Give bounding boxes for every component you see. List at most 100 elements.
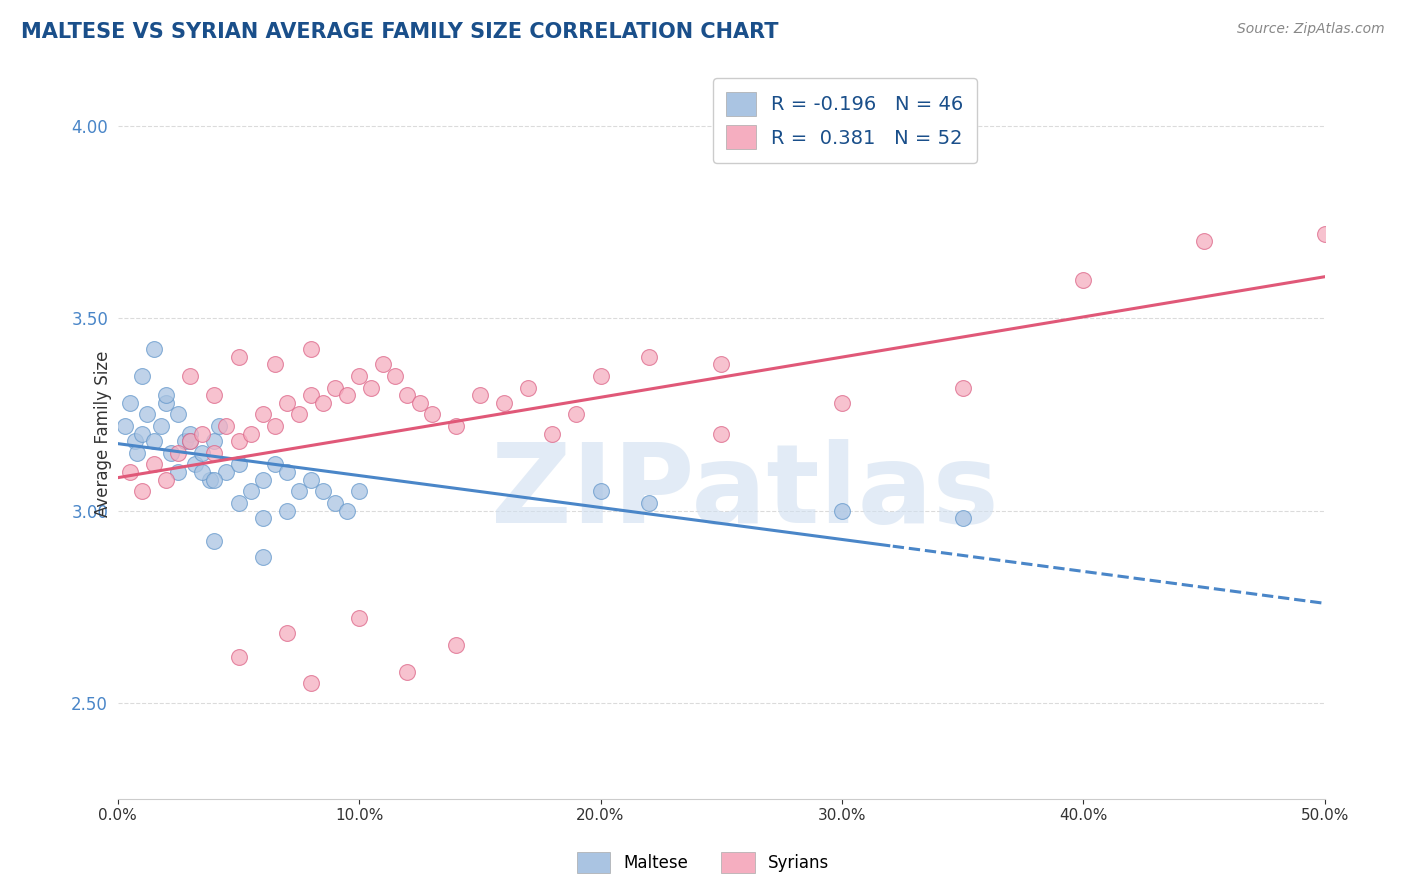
Point [131,369,153,384]
Point [276,626,298,640]
Point [135,408,157,422]
Point [160,446,183,460]
Point [118,465,141,479]
Point [202,446,225,460]
Point [541,426,564,441]
Point [373,358,395,372]
Point [228,496,250,510]
Point [167,465,190,479]
Point [131,484,153,499]
Point [276,503,298,517]
Point [179,426,201,441]
Point [396,388,419,402]
Point [215,419,238,434]
Point [444,638,467,652]
Point [228,434,250,449]
Point [396,665,419,679]
Point [202,473,225,487]
Point [336,503,359,517]
Point [492,396,515,410]
Point [831,396,853,410]
Point [710,426,733,441]
Point [360,380,382,394]
Point [336,388,359,402]
Point [174,434,197,449]
Point [710,358,733,372]
Point [347,369,370,384]
Y-axis label: Average Family Size: Average Family Size [94,351,112,516]
Point [299,676,322,690]
Point [589,484,612,499]
Point [252,408,274,422]
Legend: R = -0.196   N = 46, R =  0.381   N = 52: R = -0.196 N = 46, R = 0.381 N = 52 [713,78,977,162]
Text: ZIPatlas: ZIPatlas [492,439,1000,546]
Point [263,419,285,434]
Point [831,503,853,517]
Point [191,446,214,460]
Point [276,465,298,479]
Point [191,426,214,441]
Point [167,408,190,422]
Point [239,426,262,441]
Point [408,396,430,410]
Point [208,419,231,434]
Point [420,408,443,422]
Point [118,396,141,410]
Point [517,380,540,394]
Point [252,473,274,487]
Point [312,484,335,499]
Point [323,380,346,394]
Point [276,396,298,410]
Point [143,342,166,356]
Point [1192,235,1215,249]
Point [239,484,262,499]
Point [124,434,146,449]
Point [347,484,370,499]
Point [155,473,177,487]
Point [252,511,274,525]
Point [347,611,370,625]
Point [143,434,166,449]
Point [202,534,225,549]
Point [952,511,974,525]
Point [252,549,274,564]
Point [202,388,225,402]
Point [263,458,285,472]
Point [1071,273,1094,287]
Point [444,419,467,434]
Point [127,446,149,460]
Point [299,473,322,487]
Point [191,465,214,479]
Point [155,396,177,410]
Point [323,496,346,510]
Point [1313,227,1336,241]
Point [184,458,207,472]
Point [198,473,221,487]
Point [155,388,177,402]
Point [215,465,238,479]
Text: MALTESE VS SYRIAN AVERAGE FAMILY SIZE CORRELATION CHART: MALTESE VS SYRIAN AVERAGE FAMILY SIZE CO… [21,22,779,42]
Point [131,426,153,441]
Point [299,342,322,356]
Point [263,358,285,372]
Point [299,388,322,402]
Point [179,434,201,449]
Point [589,369,612,384]
Text: Source: ZipAtlas.com: Source: ZipAtlas.com [1237,22,1385,37]
Point [952,380,974,394]
Legend: Maltese, Syrians: Maltese, Syrians [569,846,837,880]
Point [288,408,311,422]
Point [179,369,201,384]
Point [565,408,588,422]
Point [114,419,136,434]
Point [312,396,335,410]
Point [143,458,166,472]
Point [228,649,250,664]
Point [228,350,250,364]
Point [179,434,201,449]
Point [637,496,659,510]
Point [150,419,173,434]
Point [384,369,406,384]
Point [637,350,659,364]
Point [468,388,491,402]
